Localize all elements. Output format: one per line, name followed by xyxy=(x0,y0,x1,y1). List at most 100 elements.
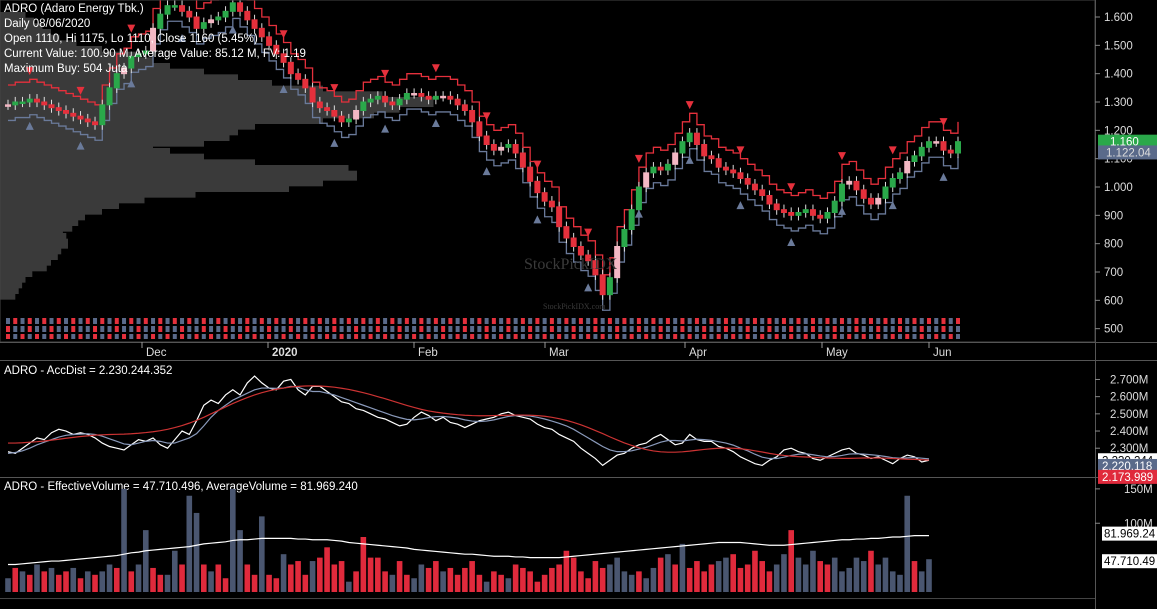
signal-strip-cell xyxy=(868,326,873,332)
upper-trailing-stop-line xyxy=(8,0,959,276)
volume-profile-bar xyxy=(0,57,153,68)
signal-strip-cell xyxy=(615,334,620,339)
signal-strip-cell xyxy=(760,318,765,324)
sell-signal-marker xyxy=(634,154,643,163)
signal-strip-cell xyxy=(803,326,808,332)
signal-strip-cell xyxy=(151,318,156,324)
signal-strip-cell xyxy=(216,334,221,339)
volume-bar xyxy=(113,567,120,592)
signal-strip-cell xyxy=(122,334,127,339)
signal-strip-cell xyxy=(665,326,670,332)
signal-strip-cell xyxy=(93,334,98,339)
candle-body xyxy=(70,112,77,117)
volume-profile-bar xyxy=(0,80,272,90)
candle-body xyxy=(730,169,737,174)
signal-strip-cell xyxy=(564,318,569,324)
signal-strip-cell xyxy=(136,326,141,332)
volume-bar xyxy=(77,578,84,592)
signal-strip-cell xyxy=(774,318,779,324)
signal-strip-cell xyxy=(564,334,569,339)
signal-strip-cell xyxy=(622,326,627,332)
volume-bar xyxy=(730,554,736,592)
buy-signal-marker xyxy=(939,172,948,181)
candle-body xyxy=(599,274,606,296)
signal-strip-cell xyxy=(818,334,823,339)
volume-bar xyxy=(157,574,164,592)
signal-strip-cell xyxy=(861,326,866,332)
signal-strip-cell xyxy=(209,326,214,332)
signal-strip-cell xyxy=(339,334,344,339)
signal-strip-cell xyxy=(180,326,185,332)
signal-strip-cell xyxy=(310,326,315,332)
signal-strip-cell xyxy=(571,318,576,324)
accdist-axis-label: 2.600M xyxy=(1110,392,1148,404)
volume-bar xyxy=(63,571,69,592)
signal-strip-cell xyxy=(433,326,438,332)
signal-strip-cell xyxy=(912,326,917,332)
candle-body xyxy=(882,186,889,199)
signal-strip-cell xyxy=(122,326,127,332)
candle-body xyxy=(853,180,860,191)
volume-profile-bar xyxy=(0,148,170,158)
signal-strip-cell xyxy=(470,326,475,332)
candle-body xyxy=(628,209,635,231)
signal-strip-cell xyxy=(426,326,431,332)
signal-strip-cell xyxy=(71,326,76,332)
candle-body xyxy=(911,155,918,162)
volume-bar xyxy=(498,574,504,592)
signal-strip-cell xyxy=(535,334,540,339)
candle-body xyxy=(744,178,751,185)
signal-strip-cell xyxy=(839,334,844,339)
volume-bar xyxy=(186,495,193,592)
signal-strip-cell xyxy=(172,318,177,324)
signal-strip-cell xyxy=(557,334,562,339)
signal-strip-cell xyxy=(165,326,170,332)
volume-bar xyxy=(215,564,222,592)
signal-strip-cell xyxy=(35,334,40,339)
volume-bar xyxy=(324,547,330,592)
candle-body xyxy=(229,2,236,12)
volume-bar xyxy=(302,574,309,592)
volume-bar xyxy=(570,557,577,592)
signal-strip-cell xyxy=(542,318,547,324)
volume-bar xyxy=(34,564,40,592)
candle-body xyxy=(621,229,628,247)
candle-body xyxy=(802,209,809,214)
candle-body xyxy=(483,135,490,145)
signal-strip-cell xyxy=(731,334,736,339)
candle-body xyxy=(773,203,780,211)
signal-strip-cell xyxy=(361,318,366,324)
signal-strip-cell xyxy=(259,334,264,339)
signal-strip-cell xyxy=(745,318,750,324)
signal-strip-cell xyxy=(368,334,373,339)
signal-strip-cell xyxy=(629,326,634,332)
signal-strip-cell xyxy=(680,334,685,339)
sell-signal-marker xyxy=(888,146,897,155)
accdist-line xyxy=(7,375,930,467)
volume-profile-bar xyxy=(0,244,62,255)
signal-strip-cell xyxy=(6,326,10,332)
signal-strip-cell xyxy=(114,326,119,332)
signal-strip-cell xyxy=(673,326,678,332)
signal-strip-cell xyxy=(397,326,402,332)
candle-body xyxy=(664,163,671,171)
volume-profile-bar xyxy=(0,34,60,45)
signal-strip-cell xyxy=(404,318,409,324)
volume-bar xyxy=(404,574,410,592)
signal-strip-cell xyxy=(941,326,946,332)
signal-strip-cell xyxy=(332,334,337,339)
signal-strip-cell xyxy=(499,318,504,324)
signal-strip-cell xyxy=(789,318,794,324)
signal-strip-cell xyxy=(441,318,446,324)
volume-bar xyxy=(512,564,519,592)
candle-body xyxy=(273,44,280,55)
signal-strip-cell xyxy=(491,318,496,324)
signal-strip-cell xyxy=(622,334,627,339)
candle-body xyxy=(679,141,686,154)
volume-bar xyxy=(251,574,258,592)
volume-bar xyxy=(839,571,845,592)
candle-body xyxy=(84,118,91,123)
x-axis-label: Jun xyxy=(933,347,952,359)
candle-body xyxy=(403,93,410,100)
candle-body xyxy=(302,78,309,89)
